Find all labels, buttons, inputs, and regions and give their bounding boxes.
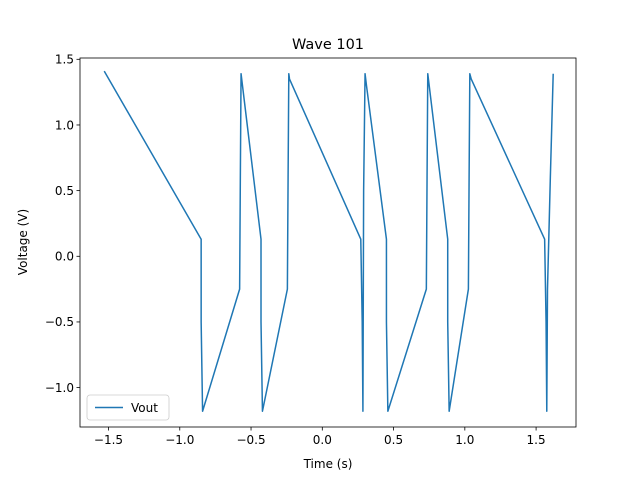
y-tick-label: 0.0 bbox=[55, 250, 74, 264]
x-tick-label: −1.0 bbox=[165, 433, 194, 447]
y-tick-label: −1.0 bbox=[45, 381, 74, 395]
series-line-0 bbox=[103, 70, 554, 412]
y-tick-label: 0.5 bbox=[55, 184, 74, 198]
plot-area bbox=[79, 57, 577, 428]
chart-title: Wave 101 bbox=[292, 37, 364, 53]
y-tick-label: 1.5 bbox=[55, 53, 74, 67]
axes-frame bbox=[79, 57, 577, 428]
y-tick-label: −0.5 bbox=[45, 315, 74, 329]
x-tick-label: 1.5 bbox=[527, 433, 546, 447]
x-axis-label: Time (s) bbox=[303, 457, 353, 471]
legend-label: Vout bbox=[131, 401, 158, 415]
legend: Vout bbox=[86, 394, 170, 421]
x-tick-label: 1.0 bbox=[455, 433, 474, 447]
y-axis-label: Voltage (V) bbox=[16, 209, 30, 275]
x-tick-label: 0.5 bbox=[384, 433, 403, 447]
x-axis: −1.5 −1.0 −0.5 0.0 0.5 1.0 1.5 bbox=[94, 427, 546, 447]
y-axis: −1.0 −0.5 0.0 0.5 1.0 1.5 bbox=[45, 53, 80, 395]
x-tick-label: −0.5 bbox=[236, 433, 265, 447]
x-tick-label: 0.0 bbox=[313, 433, 332, 447]
y-tick-label: 1.0 bbox=[55, 118, 74, 132]
legend-box bbox=[86, 394, 170, 421]
x-tick-label: −1.5 bbox=[94, 433, 123, 447]
